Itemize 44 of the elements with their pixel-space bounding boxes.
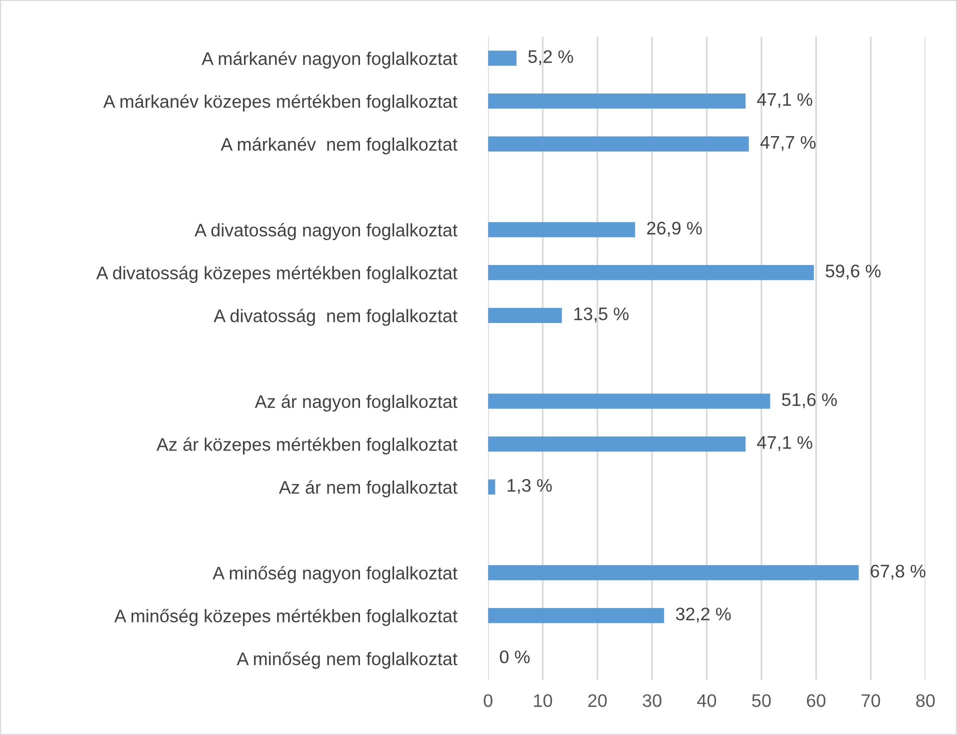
- bar: [488, 308, 562, 323]
- bar: [488, 394, 770, 409]
- bar: [488, 136, 749, 152]
- data-label: 26,9 %: [647, 222, 702, 237]
- y-tick-label: A divatosság nem foglalkoztat: [214, 308, 458, 326]
- data-label: 32,2 %: [676, 608, 731, 623]
- y-tick-label: A minőség nagyon foglalkoztat: [212, 566, 458, 584]
- y-tick-label: A minőség nem foglalkoztat: [236, 652, 458, 669]
- bar: [488, 94, 746, 109]
- x-tick-label: 40: [697, 694, 716, 708]
- data-label: 13,5 %: [574, 308, 629, 322]
- x-tick-label: 60: [806, 694, 826, 708]
- data-label: 47,7 %: [760, 136, 816, 151]
- data-label: 67,8 %: [870, 564, 926, 580]
- data-label: 1,3 %: [508, 479, 552, 494]
- y-tick-label: A márkanév nagyon foglalkoztat: [202, 52, 458, 69]
- bar: [488, 222, 636, 238]
- y-tick-label: Az ár nem foglalkoztat: [278, 480, 458, 498]
- x-tick-label: 10: [534, 694, 552, 708]
- bar: [488, 565, 859, 580]
- data-label: 47,1 %: [757, 436, 812, 452]
- bar: [488, 479, 496, 494]
- data-label: 59,6 %: [826, 264, 881, 280]
- x-tick-label: 70: [862, 694, 880, 708]
- x-tick-label: 30: [642, 694, 662, 708]
- data-label: 47,1 %: [757, 93, 812, 108]
- x-tick-label: 0: [484, 694, 492, 708]
- y-tick-label: A divatosság közepes mértékben foglalkoztat: [96, 266, 458, 283]
- x-tick-label: 80: [916, 694, 935, 708]
- bar: [488, 265, 814, 280]
- y-tick-label: A márkanév nem foglalkoztat: [220, 137, 458, 154]
- bar: [488, 608, 664, 624]
- data-label: 0 %: [500, 650, 530, 664]
- x-tick-label: 50: [752, 694, 771, 708]
- y-tick-label: Az ár nagyon foglalkoztat: [254, 394, 458, 412]
- y-tick-label: A minőség közepes mértékben foglalkoztat: [114, 608, 458, 626]
- x-tick-label: 20: [588, 694, 607, 708]
- y-tick-label: Az ár közepes mértékben foglalkoztat: [156, 437, 458, 454]
- bar: [488, 436, 746, 452]
- data-label: 5,2 %: [528, 50, 574, 66]
- data-label: 51,6 %: [782, 393, 837, 408]
- y-tick-label: A divatosság nagyon foglalkoztat: [194, 223, 458, 240]
- bar: [488, 50, 516, 66]
- y-tick-label: A márkanév közepes mértékben foglalkoztat: [103, 94, 458, 112]
